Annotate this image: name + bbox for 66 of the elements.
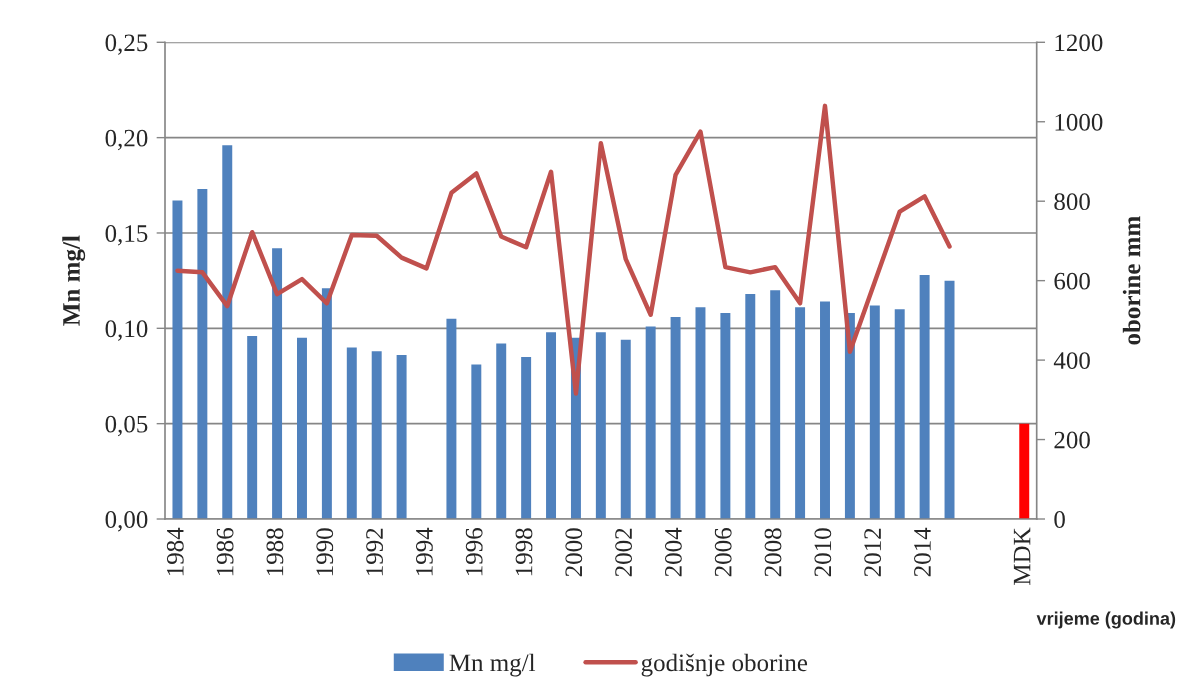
x-tick-label: 1986 — [216, 528, 234, 576]
bar — [496, 343, 507, 519]
x-tick-label: 1996 — [465, 528, 483, 576]
y2-tick-label: 400 — [1053, 352, 1090, 370]
x-tick-label: 2012 — [864, 528, 882, 577]
line-series — [175, 103, 952, 396]
bar — [321, 288, 332, 519]
bar — [222, 145, 233, 519]
x-tick-label: 2002 — [615, 528, 633, 577]
bar — [720, 313, 731, 519]
legend-label: godišnje oborine — [641, 653, 808, 677]
y-tick-label: 0,25 — [105, 34, 148, 55]
x-axis-title: vrijeme (godina) — [1036, 611, 1176, 629]
bar — [919, 274, 930, 519]
bar — [645, 326, 656, 519]
bar — [247, 335, 258, 519]
x-tick-label: 1990 — [316, 528, 334, 576]
bar — [820, 301, 830, 519]
bar — [745, 294, 756, 519]
y2-axis-title: oborine mm — [1122, 216, 1141, 345]
bar — [869, 305, 880, 519]
bar — [172, 200, 183, 519]
y2-tick-label: 0 — [1054, 511, 1065, 528]
y2-tick-label: 600 — [1054, 272, 1090, 290]
bar — [770, 290, 781, 519]
x-tick-label: 2004 — [664, 527, 682, 577]
x-tick-label: 1994 — [415, 527, 433, 576]
y2-tick-label: 800 — [1054, 193, 1090, 211]
x-tick-label: 1998 — [515, 528, 533, 576]
x-tick-label: 2010 — [814, 528, 832, 577]
bar — [944, 280, 955, 519]
bar — [521, 356, 532, 519]
bar — [297, 337, 307, 519]
x-tick-label: MDK — [1013, 527, 1031, 585]
bar — [670, 316, 681, 519]
x-tick-label: 1992 — [366, 528, 383, 576]
y-tick-label: 0,05 — [105, 415, 148, 437]
bar — [446, 318, 457, 519]
bar — [595, 332, 606, 519]
bar — [894, 309, 905, 519]
y-tick-label: 0,15 — [105, 225, 148, 246]
bar — [396, 355, 407, 519]
y2-tick-label: 1000 — [1055, 113, 1103, 131]
bar — [695, 307, 706, 519]
bar — [1019, 423, 1030, 519]
y2-tick-label: 200 — [1054, 431, 1090, 449]
x-tick-label: 2008 — [764, 528, 782, 577]
bar — [546, 332, 557, 519]
x-tick-label: 2000 — [565, 528, 583, 577]
bar — [471, 364, 482, 519]
bar — [346, 347, 357, 519]
bar — [371, 351, 382, 519]
y-tick-label: 0,00 — [105, 511, 148, 532]
bar — [620, 339, 631, 519]
x-tick-label: 1988 — [266, 528, 284, 576]
bar — [795, 307, 806, 519]
x-tick-label: 2006 — [714, 528, 732, 577]
legend-label: Mn mg/l — [449, 653, 536, 677]
x-tick-label: 2014 — [914, 527, 931, 577]
x-tick-label: 1984 — [166, 527, 184, 576]
y2-tick-label: 1200 — [1055, 34, 1103, 52]
y-axis-title: Mn mg/l — [62, 235, 86, 326]
y-tick-label: 0,10 — [105, 320, 148, 341]
y-tick-label: 0,20 — [105, 129, 148, 151]
bar — [272, 248, 283, 519]
bar — [197, 189, 208, 519]
